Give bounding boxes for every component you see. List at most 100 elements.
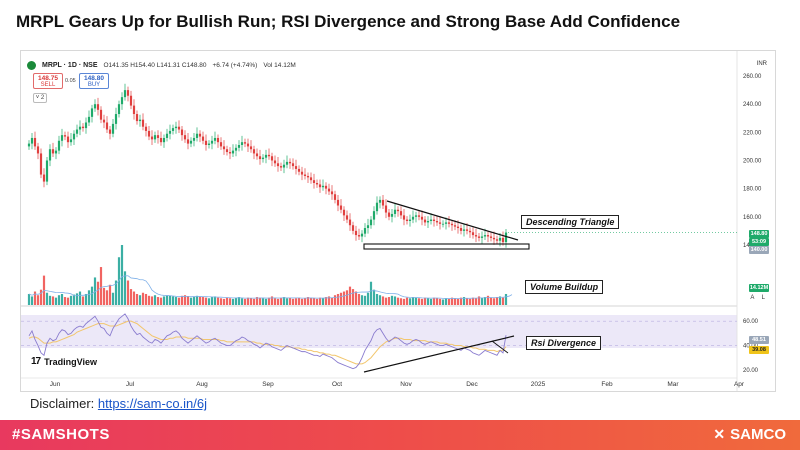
collapse-indicators-button[interactable]: ˅ 2	[33, 93, 47, 103]
volume-bar	[255, 297, 259, 305]
buy-label: BUY	[87, 82, 101, 88]
volume-bar	[393, 296, 397, 305]
volume-bar	[396, 297, 400, 305]
volume-bar	[48, 295, 52, 305]
volume-bar	[318, 297, 322, 305]
candle-body	[501, 237, 505, 243]
volume-bar	[492, 298, 496, 305]
candle-body	[270, 156, 274, 161]
volume-bar	[33, 291, 37, 305]
volume-bar	[216, 297, 220, 305]
candle-body	[60, 135, 64, 141]
candle-body	[39, 153, 43, 175]
candle-body	[477, 236, 481, 238]
footer-brand: ✕ SAMCO	[713, 426, 786, 443]
candle-body	[147, 130, 151, 137]
volume-bar	[444, 298, 448, 305]
candle-body	[105, 122, 109, 130]
triangle-support-box	[363, 243, 530, 250]
candle-body	[252, 149, 256, 154]
candle-body	[69, 139, 73, 143]
sell-button[interactable]: 148.75 SELL	[33, 73, 63, 89]
candle-body	[114, 114, 118, 124]
candle-body	[420, 216, 424, 220]
volume-bar	[462, 297, 466, 305]
volume-bar	[147, 295, 151, 305]
candle-body	[168, 130, 172, 134]
symbol-label[interactable]: MRPL · 1D · NSE	[42, 61, 98, 69]
candle-body	[474, 235, 478, 237]
volume-bar	[228, 298, 232, 305]
candle-body	[306, 175, 310, 178]
volume-bar	[339, 292, 343, 305]
volume-bar	[273, 298, 277, 305]
candle-body	[384, 205, 388, 213]
candle-body	[132, 105, 136, 115]
candle-body	[45, 160, 49, 182]
volume-bar	[498, 296, 502, 305]
volume-bar	[192, 297, 196, 305]
volume-bar	[123, 271, 127, 305]
volume-buildup-annotation: Volume Buildup	[525, 280, 604, 294]
candle-body	[204, 140, 208, 145]
volume-bar	[423, 297, 427, 305]
volume-bar	[354, 291, 358, 305]
volume-bar	[207, 298, 211, 305]
candle-body	[207, 143, 211, 145]
volume-bar	[435, 298, 439, 305]
candle-body	[282, 164, 286, 168]
auto-scale-button[interactable]: A	[750, 295, 754, 301]
volume-bar	[60, 293, 64, 305]
tradingview-wordmark: TradingView	[44, 356, 97, 367]
volume-bar	[456, 298, 460, 305]
candle-body	[36, 146, 40, 154]
volume-bar	[357, 293, 361, 305]
volume-bar	[39, 289, 43, 305]
volume-bar	[120, 245, 124, 305]
candle-body	[102, 119, 106, 123]
candle-body	[177, 126, 181, 130]
volume-last-tag: 14.12M	[749, 284, 769, 292]
candle-body	[129, 95, 133, 106]
candle-body	[444, 222, 448, 224]
log-scale-button[interactable]: L	[761, 295, 765, 301]
volume-bar	[162, 296, 166, 305]
volume-bar	[279, 297, 283, 305]
chart-frame[interactable]: 140.00 160.00 180.00 200.00 220.00 240.00 260.…	[20, 50, 776, 392]
candle-body	[108, 129, 112, 134]
candle-body	[441, 223, 445, 225]
candle-body	[276, 163, 280, 167]
currency-label: INR	[756, 61, 767, 67]
candle-body	[57, 140, 61, 151]
candle-body	[294, 166, 298, 169]
candle-body	[333, 194, 337, 200]
disclaimer-link[interactable]: https://sam-co.in/6j	[97, 396, 208, 411]
volume-bar	[282, 297, 286, 305]
volume-bar	[171, 296, 175, 305]
candle-body	[153, 135, 157, 140]
buy-button[interactable]: 148.80 BUY	[79, 73, 109, 89]
candle-body	[339, 205, 343, 210]
volume-bar	[483, 297, 487, 305]
candle-body	[90, 108, 94, 117]
candle-body	[72, 133, 76, 140]
candle-body	[315, 183, 319, 185]
volume-readout: Vol 14.12M	[263, 61, 296, 69]
change-readout: +6.74 (+4.74%)	[212, 61, 258, 69]
candle-body	[423, 219, 427, 223]
volume-bar	[270, 296, 274, 305]
candle-body	[171, 128, 175, 131]
chart-canvas[interactable]: 140.00 160.00 180.00 200.00 220.00 240.00 260.…	[21, 51, 775, 391]
candle-body	[75, 129, 79, 134]
candle-body	[486, 235, 490, 237]
candle-body	[123, 90, 127, 98]
volume-bar	[135, 293, 139, 305]
candle-body	[456, 226, 460, 229]
volume-bar	[102, 287, 106, 305]
volume-bar	[210, 297, 214, 305]
volume-bar	[432, 297, 436, 305]
tradingview-logo[interactable]: 17 TradingView	[31, 356, 97, 367]
volume-bar	[420, 298, 424, 305]
candle-body	[498, 237, 502, 241]
candle-body	[243, 142, 247, 144]
